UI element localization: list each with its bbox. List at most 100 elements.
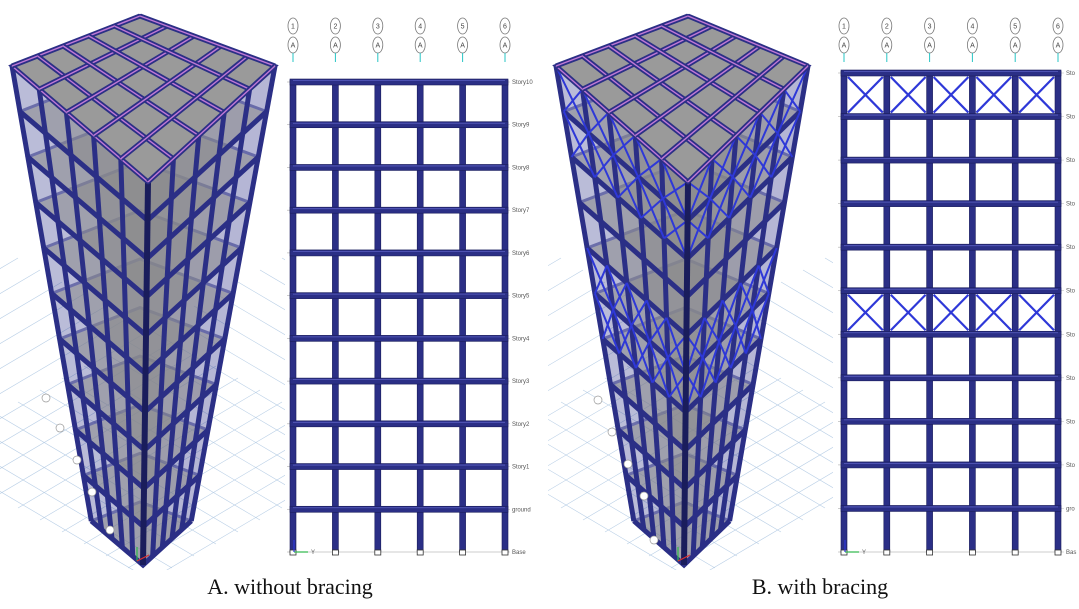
axis-bubble-number — [966, 17, 978, 35]
roof-beam-highlight — [661, 25, 785, 90]
roof-beam-highlight — [147, 65, 276, 183]
x-brace-diagonal — [890, 293, 927, 332]
x-brace — [586, 247, 615, 310]
story-label: Base — [512, 550, 526, 556]
x-brace — [699, 341, 721, 398]
x-brace — [728, 154, 757, 219]
story-label: Story9 — [512, 123, 530, 129]
axis-bubble-number-text: 3 — [928, 24, 932, 31]
elevation-frame-with-bracing: 1 A 2 A 3 A 4 A 5 A 6 A Sto Sto Sto Sto Sto Sto Sto Sto Sto S… — [838, 17, 1076, 556]
x-brace — [645, 299, 669, 358]
ground-grid-line — [259, 269, 285, 286]
x-brace-diagonal — [932, 293, 970, 332]
x-brace-diagonal — [847, 293, 884, 332]
beam — [840, 69, 1062, 77]
axis-bubble-number — [1052, 17, 1064, 35]
column — [1054, 70, 1062, 553]
x-brace-diagonal — [932, 76, 970, 114]
x-brace — [707, 176, 734, 239]
axis-bubble-number — [838, 17, 850, 35]
ground-grid-line — [0, 281, 63, 319]
axis-triad — [677, 554, 691, 562]
x-brace — [593, 154, 615, 178]
roof-beam-highlight — [687, 65, 809, 183]
x-brace — [563, 88, 584, 113]
ground-grid-line — [0, 305, 107, 369]
beam — [289, 249, 509, 257]
ground-axis-bubble — [87, 487, 97, 497]
axis-bubble-number-text: 3 — [376, 24, 380, 31]
axis-bubble-letter-text: A — [503, 43, 508, 50]
x-brace — [776, 65, 809, 134]
axis-bubble-number — [499, 17, 511, 35]
ground-grid-line — [548, 257, 562, 267]
ground-axis-bubble — [623, 459, 633, 469]
corner-column — [681, 181, 691, 566]
x-brace — [651, 356, 669, 384]
x-brace — [630, 325, 654, 384]
panel-a-elevation: 1 A 2 A 3 A 4 A 5 A 6 A Story10 Story9 Story8 Story7 Sto… — [283, 0, 545, 570]
x-brace — [731, 112, 761, 178]
beam — [840, 374, 1062, 382]
axis-bubble-number-text: 5 — [461, 24, 465, 31]
x-brace — [625, 282, 651, 342]
ground-grid-line — [548, 293, 628, 342]
x-brace — [661, 198, 689, 259]
isometric-frame-no-bracing — [0, 13, 285, 570]
axis-bubble-number — [330, 17, 341, 35]
column — [374, 79, 382, 553]
story-label: Sto — [1066, 332, 1076, 338]
axis-bubble-number — [414, 17, 426, 35]
x-brace — [612, 154, 642, 219]
base-support — [459, 549, 467, 556]
beam — [289, 121, 509, 129]
story-label: ground — [512, 507, 531, 513]
x-brace — [587, 132, 619, 199]
story-label: Story10 — [512, 80, 533, 86]
beam — [840, 461, 1062, 469]
ground-grid-line — [193, 305, 285, 361]
beam — [289, 463, 509, 470]
roof-beam-highlight — [38, 25, 168, 90]
beam — [289, 420, 509, 428]
ground-grid-line — [237, 281, 285, 311]
caption-b: B. with bracing — [751, 574, 889, 599]
x-brace-diagonal — [1018, 293, 1055, 332]
ground-axis-bubble — [639, 491, 649, 501]
x-brace — [606, 265, 633, 326]
x-brace — [634, 341, 651, 369]
beam — [840, 418, 1062, 425]
column — [840, 70, 848, 553]
x-brace — [587, 111, 610, 134]
story-label: Story1 — [512, 465, 530, 471]
column — [1011, 70, 1019, 553]
story-label: Sto — [1066, 376, 1076, 382]
base-support — [1011, 549, 1019, 556]
roof-beam-highlight — [608, 35, 737, 114]
ground-grid-line — [0, 257, 19, 269]
column — [416, 79, 424, 553]
axis-bubble-number-text: 1 — [842, 24, 846, 31]
roof-beam-highlight — [66, 35, 195, 114]
x-brace — [581, 88, 615, 156]
x-brace — [754, 88, 785, 156]
x-brace — [618, 325, 633, 354]
story-label: Sto — [1066, 289, 1076, 295]
x-brace — [744, 293, 770, 354]
caption-a: A. without bracing — [207, 574, 373, 599]
beam — [289, 335, 509, 342]
roof-beam-highlight — [555, 15, 689, 67]
isometric-frame-with-bracing — [548, 13, 833, 570]
ground-axis-bubble — [41, 393, 51, 403]
roof-beam-highlight — [634, 35, 761, 113]
x-brace-diagonal — [890, 76, 927, 114]
roof-beam-highlight — [555, 65, 689, 183]
roof-beam-highlight — [88, 35, 225, 114]
ground-grid-line — [709, 496, 833, 570]
base-support — [332, 549, 339, 556]
column — [332, 79, 339, 553]
base-support — [416, 549, 424, 556]
roof-beam-highlight — [582, 25, 713, 90]
axis-bubble-letter-text: A — [927, 43, 932, 50]
ground-axis-bubble — [593, 395, 603, 405]
